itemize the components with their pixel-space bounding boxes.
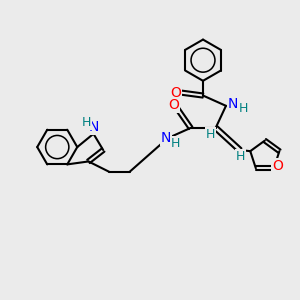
Text: O: O	[168, 98, 179, 112]
Text: O: O	[272, 159, 283, 173]
Text: N: N	[161, 131, 171, 145]
Text: H: H	[82, 116, 91, 129]
Text: H: H	[171, 137, 181, 150]
Text: N: N	[89, 120, 99, 134]
Text: H: H	[206, 128, 215, 141]
Text: H: H	[238, 102, 248, 115]
Text: O: O	[170, 85, 181, 100]
Text: N: N	[227, 98, 238, 111]
Text: H: H	[236, 150, 245, 163]
